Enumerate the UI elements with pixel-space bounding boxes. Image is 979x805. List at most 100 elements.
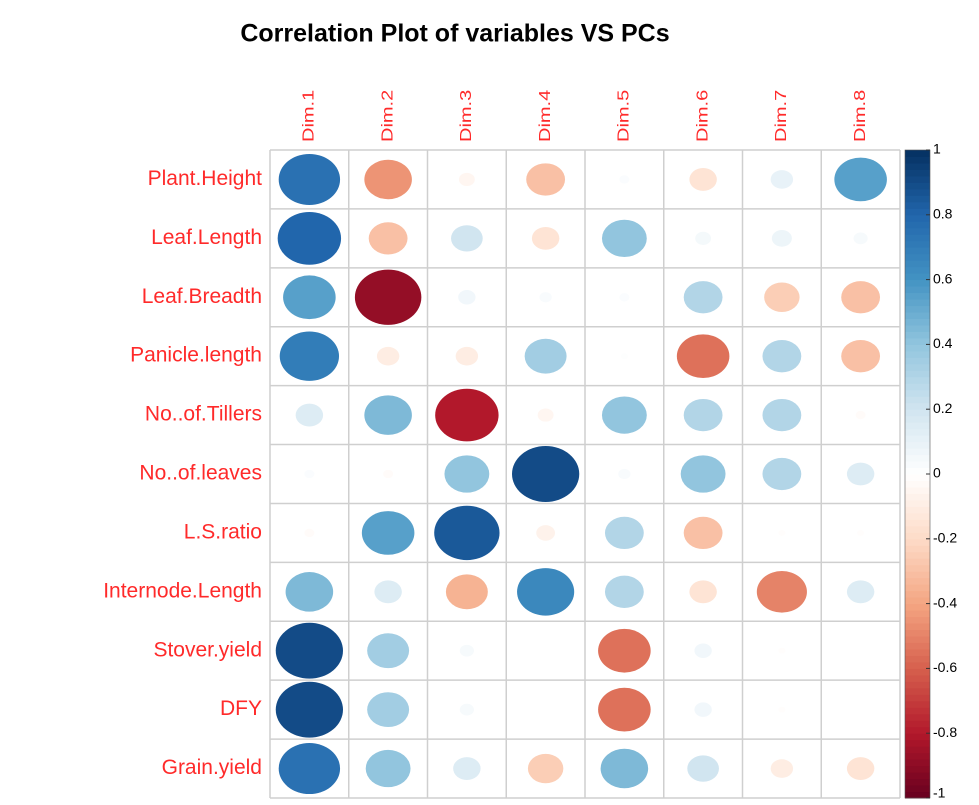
colorbar-segment [905, 370, 930, 378]
colorbar-segment [905, 486, 930, 494]
correlation-circle [304, 469, 315, 479]
correlation-circle [531, 226, 560, 250]
colorbar-segment [905, 791, 930, 799]
colorbar-segment [905, 422, 930, 430]
colorbar-segment [905, 415, 930, 423]
correlation-circle [524, 338, 567, 374]
correlation-circle [689, 580, 717, 604]
column-label: Dim.8 [851, 90, 869, 142]
correlation-circle [458, 290, 476, 305]
colorbar-segment [905, 461, 930, 469]
correlation-circle [687, 755, 719, 782]
correlation-circle [771, 230, 792, 247]
colorbar-segment [905, 357, 930, 365]
colorbar-segment [905, 376, 930, 384]
colorbar-segment [905, 441, 930, 449]
colorbar-segment [905, 610, 930, 618]
correlation-circle [689, 168, 717, 191]
correlation-circle [778, 647, 786, 654]
correlation-circle [683, 281, 723, 314]
correlation-circle [770, 170, 794, 189]
colorbar-segment [905, 467, 930, 475]
correlation-circle [536, 525, 556, 541]
colorbar-segment [905, 681, 930, 689]
colorbar-segment [905, 499, 930, 507]
column-label: Dim.3 [457, 90, 475, 142]
correlation-circle [458, 172, 475, 187]
colorbar-segment [905, 253, 930, 261]
row-label: L.S.ratio [184, 520, 262, 543]
correlation-circle [512, 446, 580, 502]
colorbar-segment [905, 746, 930, 754]
correlation-circle [620, 353, 628, 360]
correlation-circle [619, 175, 630, 184]
correlation-circle [841, 340, 881, 373]
colorbar-tick-label: 0.8 [933, 206, 953, 222]
correlation-circle [354, 269, 422, 325]
colorbar-segment [905, 603, 930, 611]
colorbar-segment [905, 402, 930, 410]
colorbar-segment [905, 525, 930, 533]
correlation-circle [275, 622, 343, 679]
colorbar-segment [905, 720, 930, 728]
colorbar-segment [905, 558, 930, 566]
correlation-circle [680, 455, 726, 493]
colorbar-segment [905, 713, 930, 721]
colorbar-segment [905, 312, 930, 319]
correlation-circle [694, 702, 712, 717]
colorbar-segment [905, 623, 930, 631]
correlation-circle [453, 757, 481, 780]
colorbar-segment [905, 454, 930, 462]
correlation-circle [694, 643, 712, 658]
correlation-circle [618, 468, 631, 480]
correlation-circle [537, 408, 554, 422]
colorbar-segment [905, 240, 930, 248]
correlation-circle [367, 692, 410, 728]
colorbar-segment [905, 616, 930, 624]
correlation-circle [444, 455, 490, 493]
correlation-circle [376, 346, 400, 366]
colorbar-segment [905, 214, 930, 222]
correlation-circle [361, 511, 415, 555]
correlation-circle [683, 516, 723, 550]
correlation-circle [368, 222, 408, 255]
colorbar-segment [905, 551, 930, 559]
colorbar-segment [905, 260, 930, 268]
colorbar-tick-label: -0.4 [933, 594, 957, 610]
row-label: No..of.Tillers [145, 403, 262, 426]
correlation-circle [695, 231, 712, 245]
correlation-circle [853, 232, 868, 245]
colorbar-segment [905, 201, 930, 209]
colorbar-segment [905, 707, 930, 715]
row-label: Stover.yield [153, 638, 262, 661]
colorbar-segment [905, 305, 930, 313]
colorbar-segment [905, 337, 930, 345]
colorbar-segment [905, 175, 930, 183]
colorbar-segment [905, 363, 930, 371]
correlation-circle [762, 457, 802, 491]
colorbar-segment [905, 396, 930, 404]
correlation-circle [527, 753, 564, 784]
colorbar-segment [905, 519, 930, 527]
colorbar-segment [905, 532, 930, 540]
colorbar-segment [905, 150, 930, 157]
row-label: Leaf.Breadth [142, 285, 262, 308]
correlation-circle [770, 759, 794, 778]
colorbar-segment [905, 636, 930, 643]
correlation-circle [598, 628, 651, 673]
colorbar-segment [905, 629, 930, 637]
colorbar-segment [905, 668, 930, 676]
colorbar-segment [905, 564, 930, 572]
colorbar-tick-label: 1 [933, 141, 941, 157]
colorbar-segment [905, 383, 930, 391]
row-label: Grain.yield [162, 756, 262, 779]
correlation-circle [277, 212, 342, 265]
correlation-circle [764, 282, 800, 313]
colorbar-segment [905, 687, 930, 695]
correlation-circle [451, 225, 483, 252]
colorbar-segment [905, 247, 930, 255]
correlation-circle [374, 580, 402, 604]
colorbar-segment [905, 571, 930, 579]
correlation-circle [279, 331, 340, 381]
correlation-circle [275, 681, 343, 738]
